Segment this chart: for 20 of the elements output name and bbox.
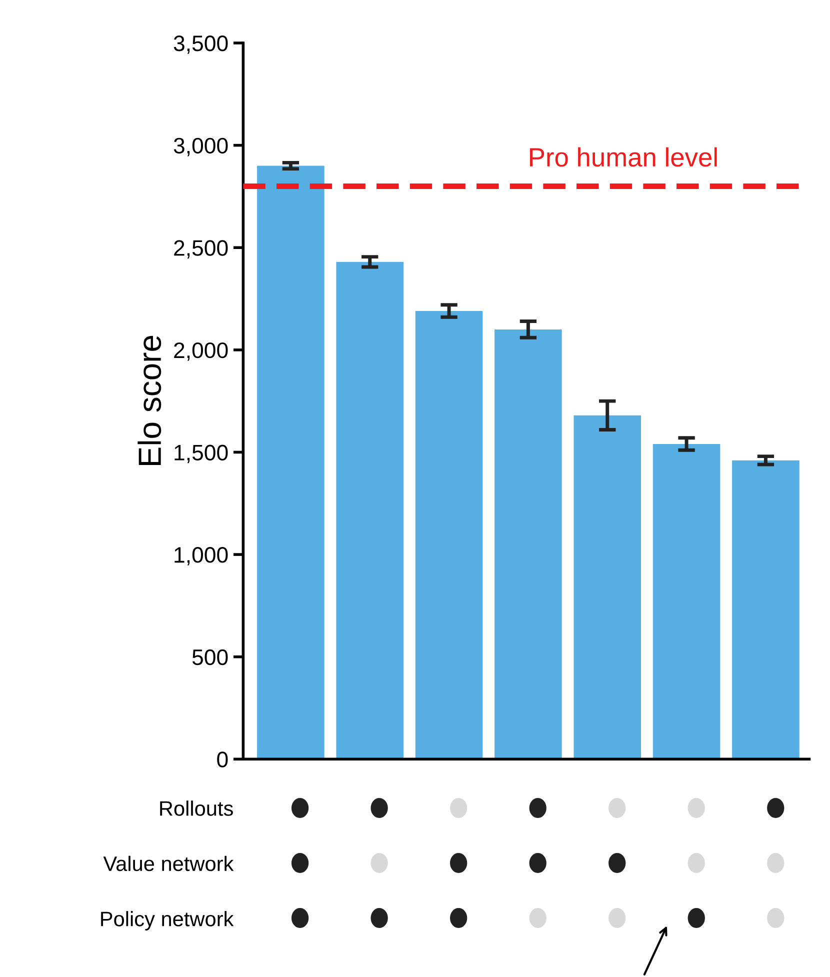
bar bbox=[257, 166, 324, 760]
y-tick-label: 1,500 bbox=[174, 444, 228, 464]
y-tick-label: 1,000 bbox=[174, 547, 228, 566]
bar bbox=[574, 415, 642, 760]
y-tick-label: 3,000 bbox=[174, 138, 228, 156]
bar bbox=[652, 444, 720, 760]
y-tick-label: 3,500 bbox=[174, 36, 228, 54]
bar bbox=[732, 460, 800, 760]
bar bbox=[415, 311, 483, 760]
y-tick-label: 0 bbox=[217, 752, 228, 768]
ref-line-label: Pro human level bbox=[530, 147, 717, 167]
y-tick-label: 2,500 bbox=[174, 240, 228, 258]
y-axis-title: Elo score bbox=[138, 336, 162, 466]
bar bbox=[494, 329, 562, 760]
bar bbox=[336, 262, 404, 760]
text: Policy network bbox=[101, 911, 234, 930]
y-tick-label: 500 bbox=[192, 649, 228, 666]
y-tick-label: 2,000 bbox=[174, 342, 228, 361]
text: Value network bbox=[103, 856, 234, 872]
text: Rollouts bbox=[160, 800, 233, 816]
